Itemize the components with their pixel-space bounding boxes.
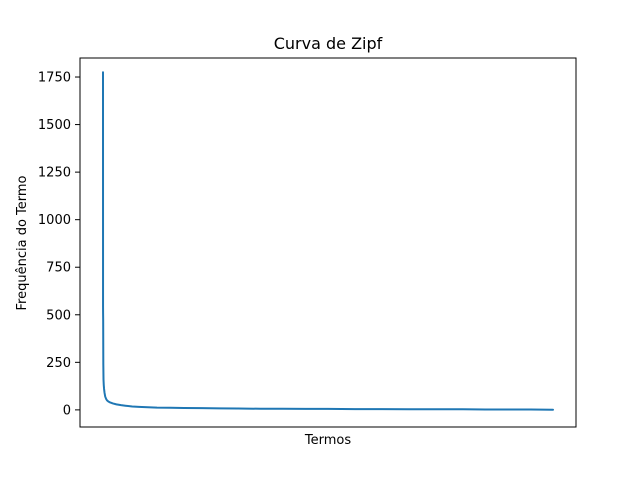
- y-tick-label: 500: [46, 308, 71, 323]
- y-tick-label: 1000: [38, 213, 71, 228]
- y-tick-label: 1500: [38, 118, 71, 133]
- plot-frame: [79, 57, 577, 428]
- y-tick-label: 250: [46, 356, 71, 371]
- y-tick-label: 750: [46, 261, 71, 276]
- y-tick-label: 1750: [38, 71, 71, 86]
- x-axis-label: Termos: [304, 433, 351, 448]
- y-axis-label: Frequência do Termo: [15, 175, 30, 310]
- series-line-zipf: [102, 71, 554, 411]
- y-tick-label: 1250: [38, 166, 71, 181]
- chart-title: Curva de Zipf: [274, 34, 383, 53]
- y-axis-ticks: 0 250 500 750 1000 1250 1500 1750: [38, 71, 80, 418]
- y-tick-label: 0: [63, 403, 71, 418]
